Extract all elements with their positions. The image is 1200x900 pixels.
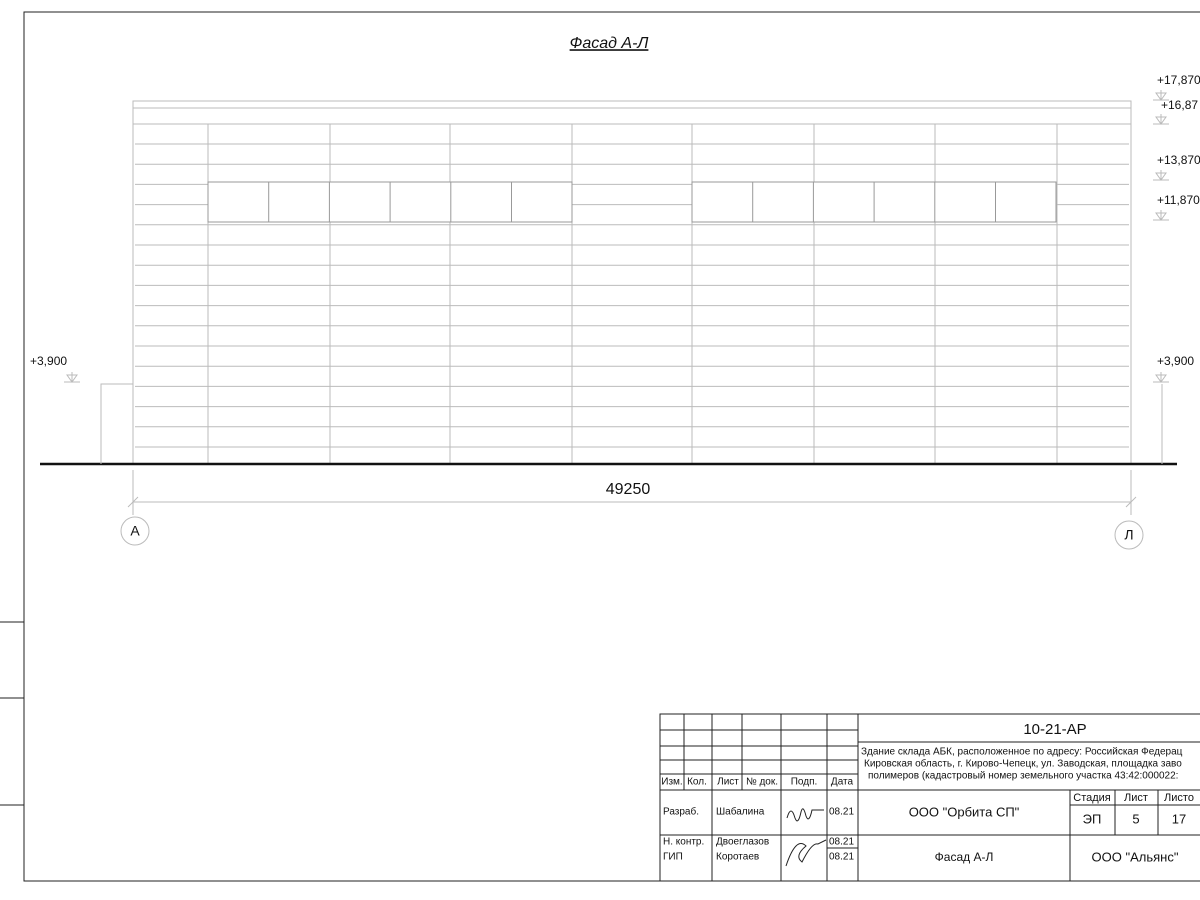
stage-header: Лист [1124, 792, 1148, 804]
stamp-header: Кол. [687, 777, 707, 788]
outline [132, 100, 1132, 465]
stamp-header: Дата [831, 777, 854, 788]
axis-circle [1114, 520, 1144, 550]
name: Двоеглазов [716, 837, 769, 848]
stage-value: ЭП [1083, 811, 1102, 826]
stamp-description: полимеров (кадастровый номер земельного … [868, 771, 1178, 782]
role: ГИП [663, 852, 683, 863]
elevation-label: +17,870 [1157, 73, 1200, 87]
facade [132, 100, 1132, 465]
stage-header: Листо [1164, 792, 1194, 804]
elevation-label: +13,870 [1157, 153, 1200, 167]
client: ООО "Альянс" [1092, 849, 1179, 864]
elevation-label: +3,900 [30, 354, 67, 368]
axis-label: А [130, 523, 140, 539]
date: 08.21 [829, 852, 854, 863]
name: Шабалина [716, 806, 765, 818]
stamp-cells: Изм. Кол. Лист № док. Подп. Дата Разраб. Шабали… [661, 777, 1194, 863]
sheet-title: Фасад А-Л [935, 850, 994, 864]
dimension: 49250 [606, 481, 651, 498]
stage-value: 17 [1172, 811, 1186, 826]
stamp-header: Подп. [791, 777, 818, 788]
elevation-label: +16,87 [1161, 98, 1198, 112]
stage-value: 5 [1132, 811, 1139, 826]
left-stub [0, 621, 24, 806]
stamp-grid [659, 713, 1200, 882]
stamp-code: 10-21-АР [1023, 721, 1086, 738]
axis-label: Л [1124, 527, 1133, 543]
role: Разраб. [663, 806, 699, 818]
role: Н. контр. [663, 837, 704, 848]
stamp-header: Лист [717, 777, 739, 788]
elevation-marker [1153, 372, 1169, 383]
stamp-header: Изм. [661, 777, 682, 788]
stamp-description: Здание склада АБК, расположенное по адре… [861, 747, 1183, 758]
frame [23, 11, 1200, 882]
title: Фасад А-Л [570, 35, 649, 52]
annex [100, 383, 1163, 464]
elevation-marker [1153, 210, 1169, 221]
elevation-marker [1153, 90, 1169, 101]
date: 08.21 [829, 807, 854, 818]
stamp-header: № док. [746, 777, 778, 788]
name: Коротаев [716, 852, 759, 863]
elevation-marker [64, 372, 80, 383]
stage-header: Стадия [1073, 792, 1111, 804]
elevation-marker [1153, 114, 1169, 125]
elevation-label: +11,870 [1157, 193, 1200, 207]
elevation-marker [1153, 170, 1169, 181]
elevation-label: +3,900 [1157, 354, 1194, 368]
elevation-marks: +17,870 +16,87 +13,870 +11,870 +3,900 [64, 73, 1200, 383]
dimension-line [127, 470, 1137, 515]
signatures [785, 808, 827, 867]
date: 08.21 [829, 837, 854, 848]
designer: ООО "Орбита СП" [909, 804, 1020, 819]
axis-circle [120, 516, 150, 546]
stamp-description: Кировская область, г. Кирово-Чепецк, ул.… [864, 758, 1182, 770]
